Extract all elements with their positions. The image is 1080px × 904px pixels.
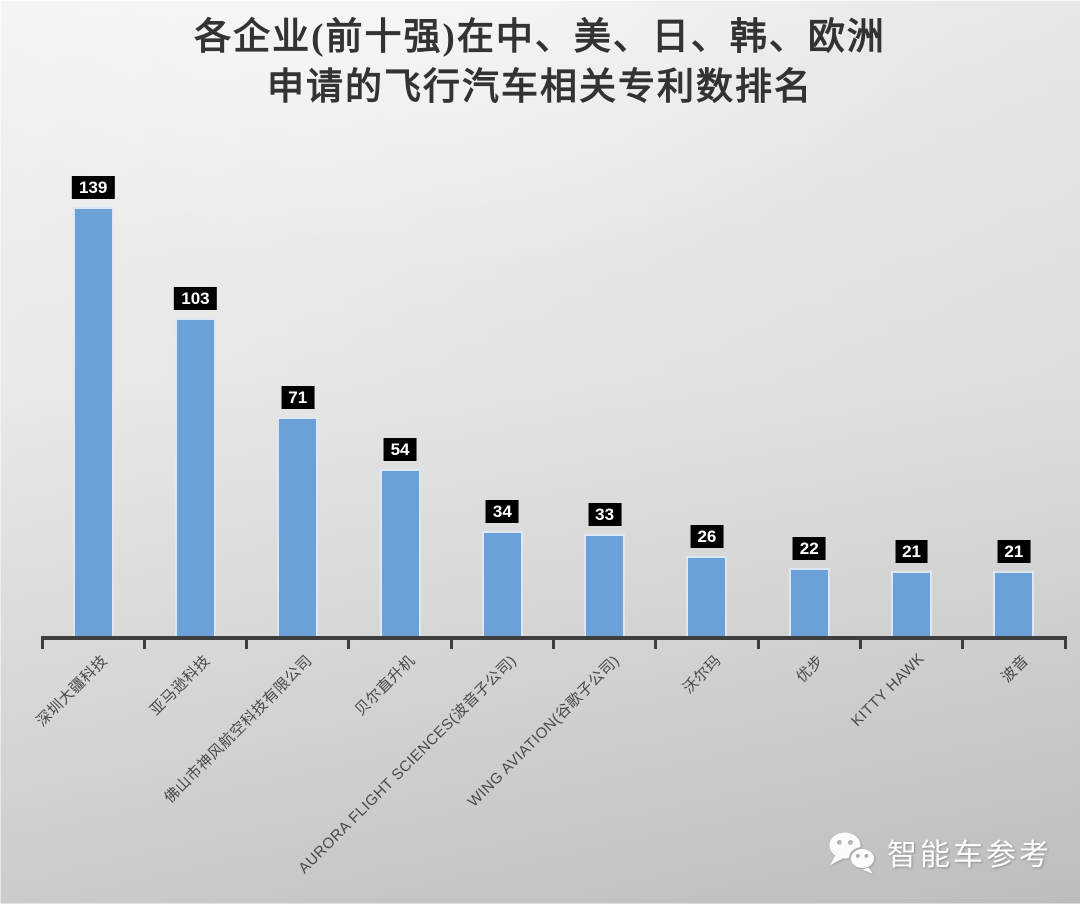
bar-10 xyxy=(993,571,1035,636)
x-axis-label-8: 优步 xyxy=(793,652,828,687)
bar-2 xyxy=(174,318,216,636)
bar-value-6: 33 xyxy=(588,503,622,526)
bar-5 xyxy=(481,531,523,636)
x-axis-label-9: KITTY HAWK xyxy=(847,650,928,730)
bar-value-5: 34 xyxy=(485,500,519,523)
x-axis-tick xyxy=(142,636,146,649)
x-axis-tick xyxy=(347,636,351,649)
bar-1 xyxy=(72,207,114,636)
x-axis-tick xyxy=(449,636,453,649)
chart-title-line-2: 申请的飞行汽车相关专利数排名 xyxy=(267,67,813,108)
x-axis-label-7: 沃尔玛 xyxy=(680,652,726,698)
x-axis-tick xyxy=(245,636,249,649)
bar-9 xyxy=(891,571,933,636)
x-axis-tick xyxy=(40,636,44,649)
x-axis-tick xyxy=(858,636,862,649)
bar-4 xyxy=(379,469,421,636)
x-axis-tick xyxy=(756,636,760,649)
bar-6 xyxy=(584,534,626,636)
bar-7 xyxy=(686,556,728,636)
bar-value-2: 103 xyxy=(174,287,217,310)
bar-8 xyxy=(788,568,830,636)
bar-value-4: 54 xyxy=(383,438,417,461)
bar-3 xyxy=(277,417,319,636)
bar-value-3: 71 xyxy=(281,386,315,409)
x-axis-label-4: 贝尔直升机 xyxy=(351,652,419,719)
bar-value-10: 21 xyxy=(997,540,1031,563)
chart-title: 各企业(前十强)在中、美、日、韩、欧洲 申请的飞行汽车相关专利数排名 xyxy=(0,13,1080,113)
x-axis-tick xyxy=(961,636,965,649)
bar-value-8: 22 xyxy=(792,537,826,560)
wechat-icon xyxy=(827,830,877,874)
bar-value-7: 26 xyxy=(690,525,724,548)
x-axis-label-1: 深圳大疆科技 xyxy=(33,652,112,730)
x-axis-label-10: 波音 xyxy=(998,652,1033,687)
chart-title-line-1: 各企业(前十强)在中、美、日、韩、欧洲 xyxy=(194,17,886,58)
x-axis-label-5: AURORA FLIGHT SCIENCES(波音子公司) xyxy=(295,652,521,877)
x-axis-tick xyxy=(552,636,555,649)
x-axis-tick xyxy=(1063,636,1067,649)
bar-value-1: 139 xyxy=(71,176,115,199)
x-axis-label-2: 亚马逊科技 xyxy=(146,652,214,719)
x-axis-tick xyxy=(654,636,658,649)
bar-value-9: 21 xyxy=(895,540,929,563)
watermark: 智能车参考 xyxy=(827,830,1052,874)
watermark-text: 智能车参考 xyxy=(887,839,1052,872)
